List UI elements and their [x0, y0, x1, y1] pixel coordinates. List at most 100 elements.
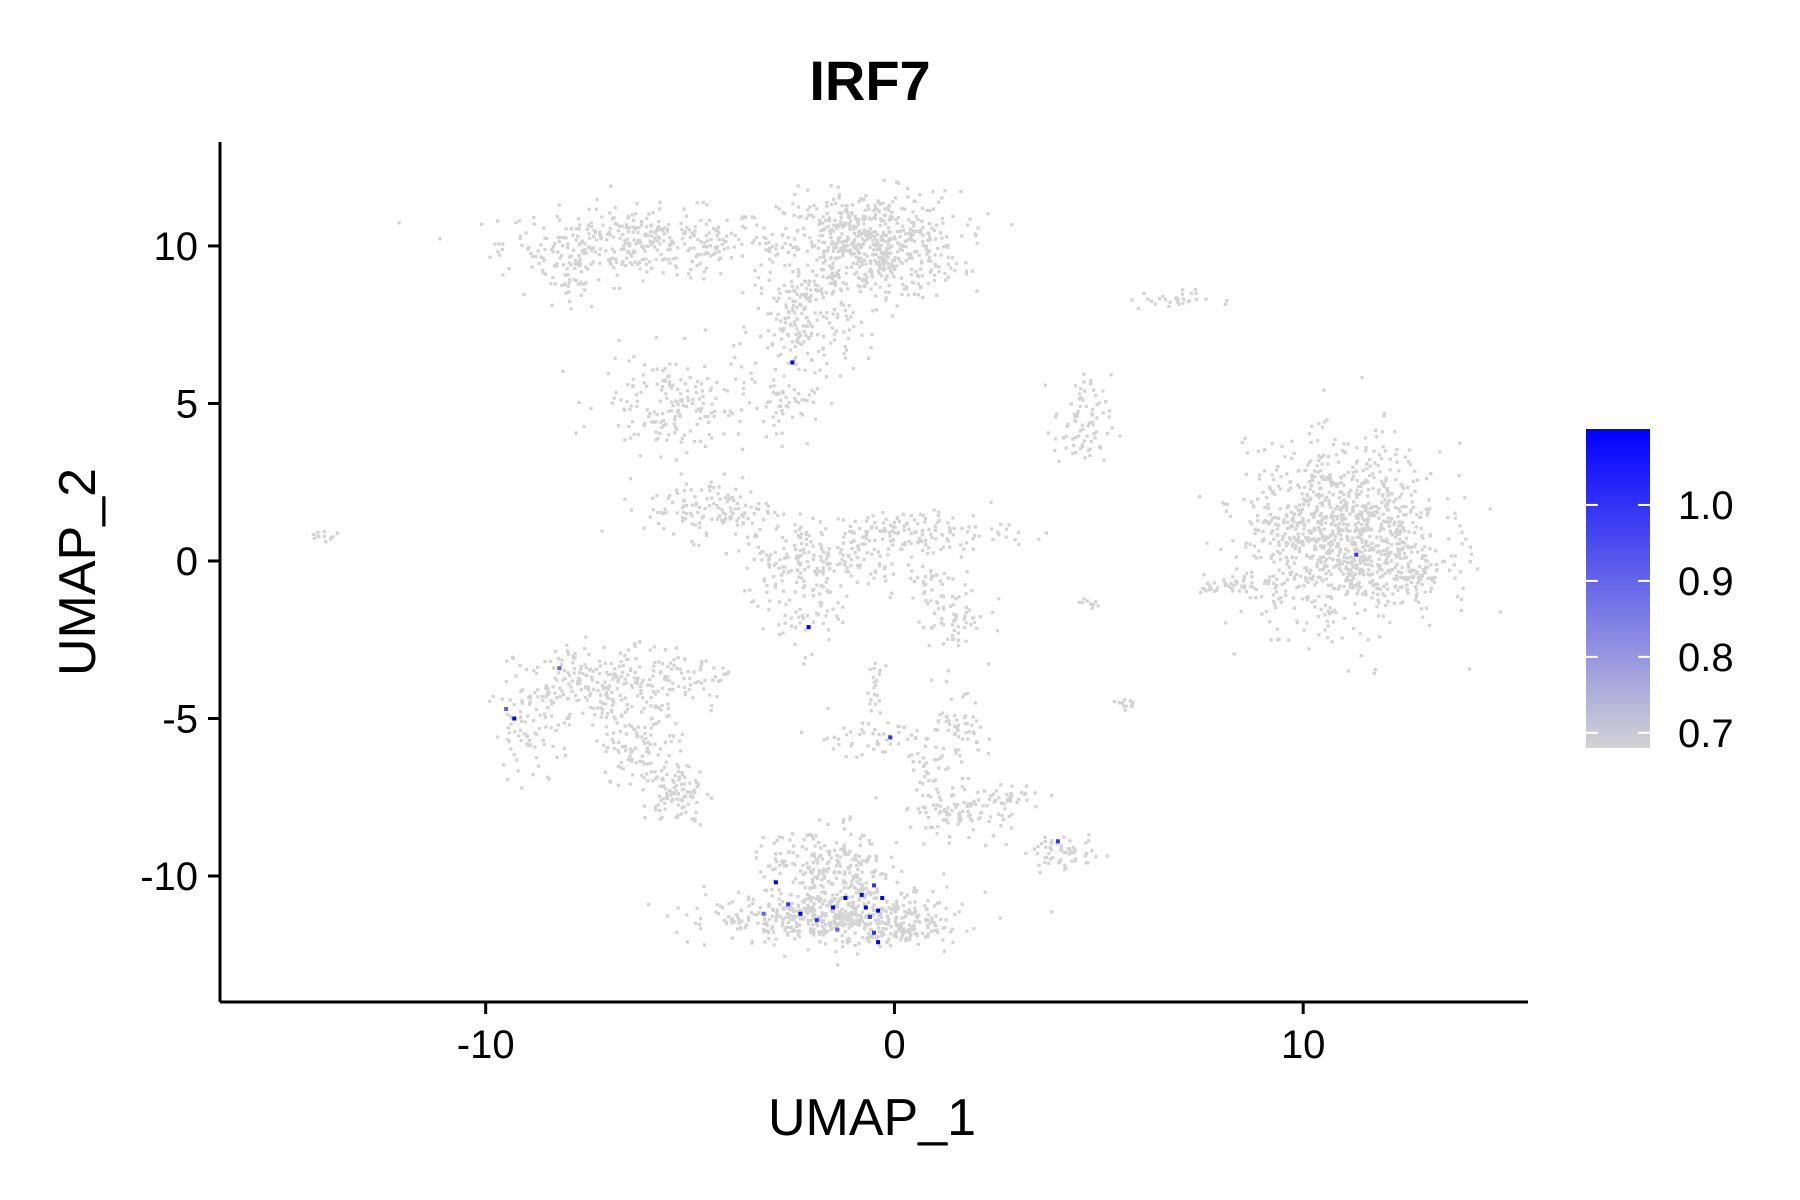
cell-point — [656, 510, 660, 514]
cell-point — [820, 930, 824, 934]
cell-point — [1146, 297, 1150, 301]
cell-point — [675, 797, 679, 801]
cell-point — [859, 245, 864, 249]
cell-point — [646, 779, 650, 783]
cell-point — [823, 844, 827, 848]
cell-point — [1284, 513, 1288, 517]
cell-point — [819, 530, 823, 535]
cell-point — [1468, 545, 1473, 549]
cell-point — [1368, 458, 1372, 462]
cell-point — [789, 569, 793, 573]
cell-point — [749, 600, 754, 604]
cell-point — [690, 231, 694, 235]
cell-point — [1384, 479, 1388, 483]
cell-point — [1337, 522, 1341, 526]
cell-point — [1398, 537, 1402, 542]
cell-point — [797, 367, 801, 371]
cell-point — [838, 235, 842, 240]
cell-point — [1307, 480, 1311, 484]
cell-point — [1378, 575, 1382, 579]
cell-point — [640, 754, 644, 758]
cell-point — [564, 291, 568, 295]
cell-point — [544, 684, 548, 688]
cell-point — [1464, 537, 1468, 541]
cell-point — [1368, 464, 1372, 468]
cell-point — [1372, 476, 1376, 480]
cell-point — [1323, 420, 1327, 424]
cell-point — [946, 821, 950, 825]
cell-point — [1418, 516, 1422, 520]
cell-point — [636, 725, 640, 729]
cell-point — [884, 233, 888, 238]
cell-point — [1325, 536, 1329, 540]
cell-point — [1272, 477, 1276, 482]
cell-point — [497, 253, 502, 257]
cell-point — [847, 867, 851, 871]
cell-point — [541, 698, 545, 703]
cell-point — [587, 245, 591, 249]
cell-point — [594, 667, 599, 671]
cell-point — [798, 512, 802, 516]
cell-point — [674, 784, 678, 788]
cell-point — [665, 675, 670, 679]
cell-point — [787, 333, 791, 338]
cell-point — [910, 753, 914, 757]
cell-point — [782, 512, 786, 516]
cell-point — [773, 867, 777, 871]
cell-point — [858, 285, 862, 289]
cell-point — [1328, 544, 1332, 548]
cell-point — [695, 201, 699, 205]
cell-point — [525, 734, 529, 738]
cell-point — [815, 875, 819, 879]
cell-point — [793, 253, 797, 257]
cell-point — [1404, 513, 1408, 517]
cell-point — [598, 230, 602, 234]
cell-point — [1369, 559, 1373, 563]
cell-point — [661, 423, 665, 428]
cell-point — [1352, 500, 1356, 504]
cell-point — [593, 250, 598, 254]
cell-point — [649, 726, 653, 730]
cell-point — [1243, 584, 1247, 588]
cell-point — [1398, 495, 1402, 499]
cell-point — [934, 745, 938, 749]
cell-point — [896, 241, 900, 245]
cell-point — [1250, 522, 1254, 526]
cell-point — [877, 260, 881, 264]
cell-point — [623, 239, 627, 243]
cell-point — [607, 684, 611, 688]
cell-point — [812, 215, 816, 219]
cell-point — [1324, 572, 1328, 576]
cell-point — [1333, 438, 1337, 442]
cell-point — [1092, 432, 1096, 436]
cell-point — [680, 770, 684, 774]
cell-point — [641, 760, 645, 764]
cell-point — [612, 715, 616, 719]
cell-point — [841, 303, 845, 307]
cell-point — [791, 906, 795, 910]
cell-point — [541, 271, 545, 275]
cell-point — [1331, 532, 1336, 536]
cell-point — [611, 703, 615, 707]
cell-point — [747, 904, 751, 908]
cell-point — [850, 546, 854, 551]
cell-point — [711, 253, 715, 257]
cell-point — [677, 685, 681, 689]
cell-point — [798, 334, 803, 338]
cell-point — [829, 909, 833, 913]
cell-point — [736, 432, 740, 436]
cell-point — [1392, 523, 1396, 527]
cell-point — [740, 408, 744, 412]
cell-point — [1413, 598, 1418, 602]
cell-point — [1370, 596, 1374, 600]
cell-point — [651, 674, 655, 678]
cell-point — [682, 231, 686, 235]
cell-point — [950, 809, 954, 813]
cell-point — [1365, 540, 1369, 544]
cell-point — [1318, 558, 1322, 562]
cell-point — [1317, 454, 1321, 458]
cell-point — [671, 681, 675, 685]
cell-point — [856, 284, 860, 288]
cell-point — [778, 632, 782, 636]
cell-point — [834, 223, 839, 227]
